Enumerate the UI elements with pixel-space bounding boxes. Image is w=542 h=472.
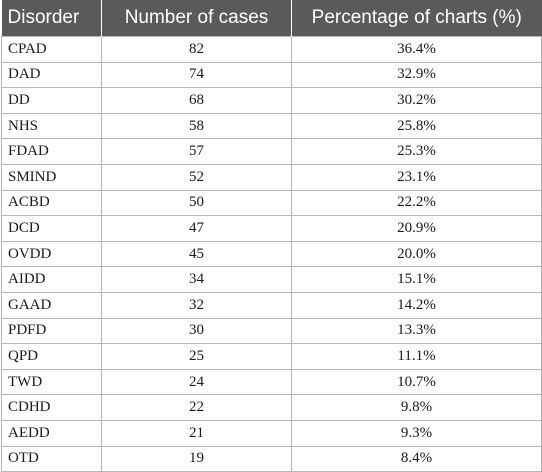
cell-disorder: PDFD bbox=[1, 317, 102, 345]
cell-disorder: FDAD bbox=[1, 138, 102, 165]
cell-disorder: SMIND bbox=[1, 163, 102, 191]
cell-number-of-cases: 74 bbox=[101, 61, 292, 89]
cell-number-of-cases: 50 bbox=[101, 189, 292, 217]
header-disorder: Disorder bbox=[1, 0, 102, 37]
cell-disorder: OVDD bbox=[1, 240, 102, 268]
cell-number-of-cases: 32 bbox=[101, 291, 292, 319]
table-row: TWD 24 10.7% bbox=[1, 368, 542, 396]
header-row: Disorder Number of cases Percentage of c… bbox=[1, 0, 542, 37]
cell-percentage: 23.1% bbox=[291, 163, 542, 191]
cell-percentage: 11.1% bbox=[291, 343, 542, 370]
table-row: ACBD 50 22.2% bbox=[1, 189, 542, 217]
cell-disorder: AEDD bbox=[1, 419, 102, 447]
cell-disorder: NHS bbox=[1, 112, 102, 140]
table-row: OTD 19 8.4% bbox=[1, 445, 542, 472]
cell-number-of-cases: 22 bbox=[101, 394, 292, 421]
cell-percentage: 13.3% bbox=[291, 317, 542, 345]
cell-percentage: 9.3% bbox=[291, 419, 542, 447]
cell-disorder: CPAD bbox=[1, 36, 102, 63]
cell-disorder: DD bbox=[1, 87, 102, 114]
cell-number-of-cases: 19 bbox=[101, 445, 292, 472]
table-row: DAD 74 32.9% bbox=[1, 61, 542, 89]
cell-disorder: QPD bbox=[1, 343, 102, 370]
cell-disorder: DCD bbox=[1, 215, 102, 242]
table-row: CPAD 82 36.4% bbox=[1, 36, 542, 63]
cell-disorder: TWD bbox=[1, 368, 102, 396]
cell-number-of-cases: 34 bbox=[101, 266, 292, 293]
cell-number-of-cases: 24 bbox=[101, 368, 292, 396]
table-row: OVDD 45 20.0% bbox=[1, 240, 542, 268]
header-number-of-cases: Number of cases bbox=[101, 0, 292, 37]
table-row: DD 68 30.2% bbox=[1, 87, 542, 114]
cell-disorder: OTD bbox=[1, 445, 102, 472]
table-row: DCD 47 20.9% bbox=[1, 215, 542, 242]
cell-number-of-cases: 45 bbox=[101, 240, 292, 268]
cell-number-of-cases: 21 bbox=[101, 419, 292, 447]
cell-percentage: 22.2% bbox=[291, 189, 542, 217]
cell-percentage: 15.1% bbox=[291, 266, 542, 293]
table-row: CDHD 22 9.8% bbox=[1, 394, 542, 421]
table-row: SMIND 52 23.1% bbox=[1, 163, 542, 191]
table-row: PDFD 30 13.3% bbox=[1, 317, 542, 345]
table-row: QPD 25 11.1% bbox=[1, 343, 542, 370]
cell-number-of-cases: 57 bbox=[101, 138, 292, 165]
header-percentage-of-charts: Percentage of charts (%) bbox=[291, 0, 542, 37]
table-row: AIDD 34 15.1% bbox=[1, 266, 542, 293]
cell-number-of-cases: 25 bbox=[101, 343, 292, 370]
cell-disorder: DAD bbox=[1, 61, 102, 89]
table-row: FDAD 57 25.3% bbox=[1, 138, 542, 165]
cell-number-of-cases: 52 bbox=[101, 163, 292, 191]
cell-percentage: 25.8% bbox=[291, 112, 542, 140]
cell-percentage: 20.0% bbox=[291, 240, 542, 268]
table-row: NHS 58 25.8% bbox=[1, 112, 542, 140]
cell-percentage: 25.3% bbox=[291, 138, 542, 165]
cell-number-of-cases: 58 bbox=[101, 112, 292, 140]
cell-percentage: 10.7% bbox=[291, 368, 542, 396]
table-row: GAAD 32 14.2% bbox=[1, 291, 542, 319]
cell-number-of-cases: 30 bbox=[101, 317, 292, 345]
cell-number-of-cases: 68 bbox=[101, 87, 292, 114]
cell-disorder: ACBD bbox=[1, 189, 102, 217]
table-row: AEDD 21 9.3% bbox=[1, 419, 542, 447]
cell-number-of-cases: 47 bbox=[101, 215, 292, 242]
cell-percentage: 36.4% bbox=[291, 36, 542, 63]
cell-percentage: 20.9% bbox=[291, 215, 542, 242]
cell-disorder: AIDD bbox=[1, 266, 102, 293]
cell-percentage: 9.8% bbox=[291, 394, 542, 421]
table-header: Disorder Number of cases Percentage of c… bbox=[1, 0, 542, 37]
cell-percentage: 32.9% bbox=[291, 61, 542, 89]
table-body: CPAD 82 36.4% DAD 74 32.9% DD 68 30.2% NHS 58 25.8%… bbox=[1, 36, 542, 472]
cell-percentage: 8.4% bbox=[291, 445, 542, 472]
cell-disorder: CDHD bbox=[1, 394, 102, 421]
cell-number-of-cases: 82 bbox=[101, 36, 292, 63]
cell-percentage: 14.2% bbox=[291, 291, 542, 319]
cell-disorder: GAAD bbox=[1, 291, 102, 319]
cell-percentage: 30.2% bbox=[291, 87, 542, 114]
